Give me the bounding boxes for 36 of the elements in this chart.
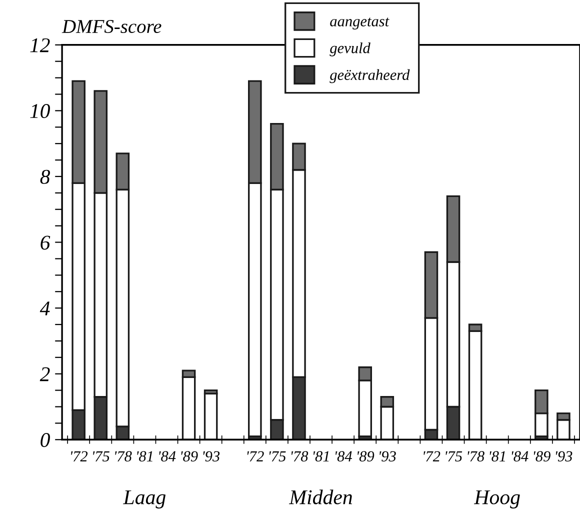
- x-tick-label: '93: [380, 451, 396, 462]
- y-tick-label: 8: [40, 170, 50, 184]
- x-tick-label: '89: [181, 451, 198, 462]
- x-tick-label: '93: [203, 451, 220, 462]
- y-tick-label: 0: [40, 433, 50, 448]
- y-axis-title: DMFS-score: [62, 20, 162, 34]
- bar: [204, 392, 218, 440]
- legend-label: geëxtraheerd: [330, 69, 410, 84]
- x-tick-label: '75: [270, 451, 286, 462]
- legend-label: gevuld: [330, 42, 370, 56]
- x-tick-label: '89: [534, 451, 550, 462]
- text: Laag: [123, 490, 166, 509]
- x-tick-label: '93: [556, 451, 572, 462]
- x-tick-label: '72: [71, 451, 88, 462]
- x-tick-label: '78: [292, 451, 308, 462]
- x-tick-label: '81: [137, 451, 152, 462]
- text: Midden: [288, 490, 352, 504]
- x-tick-label: '81: [490, 451, 505, 462]
- x-tick-label: '89: [358, 451, 374, 462]
- x-tick-label: '84: [159, 451, 176, 462]
- y-tick-label: 10: [30, 104, 50, 118]
- x-tick-label: '72: [424, 451, 440, 462]
- y-tick-label: 4: [40, 302, 50, 316]
- x-tick-label: '75: [446, 451, 462, 462]
- y-tick-label: 12: [30, 38, 50, 52]
- text: Hoog: [474, 490, 520, 509]
- x-tick-label: '81: [314, 451, 329, 462]
- legend-label: aangetast: [330, 18, 390, 30]
- x-tick-label: '78: [115, 451, 132, 462]
- y-tick-label: 6: [40, 236, 50, 250]
- x-tick-label: '72: [247, 451, 264, 462]
- y-tick-label: 2: [40, 367, 50, 382]
- x-tick-label: '84: [512, 451, 528, 462]
- x-tick-label: '84: [336, 451, 352, 462]
- x-tick-label: '75: [93, 451, 110, 462]
- x-tick-label: '78: [468, 451, 484, 462]
